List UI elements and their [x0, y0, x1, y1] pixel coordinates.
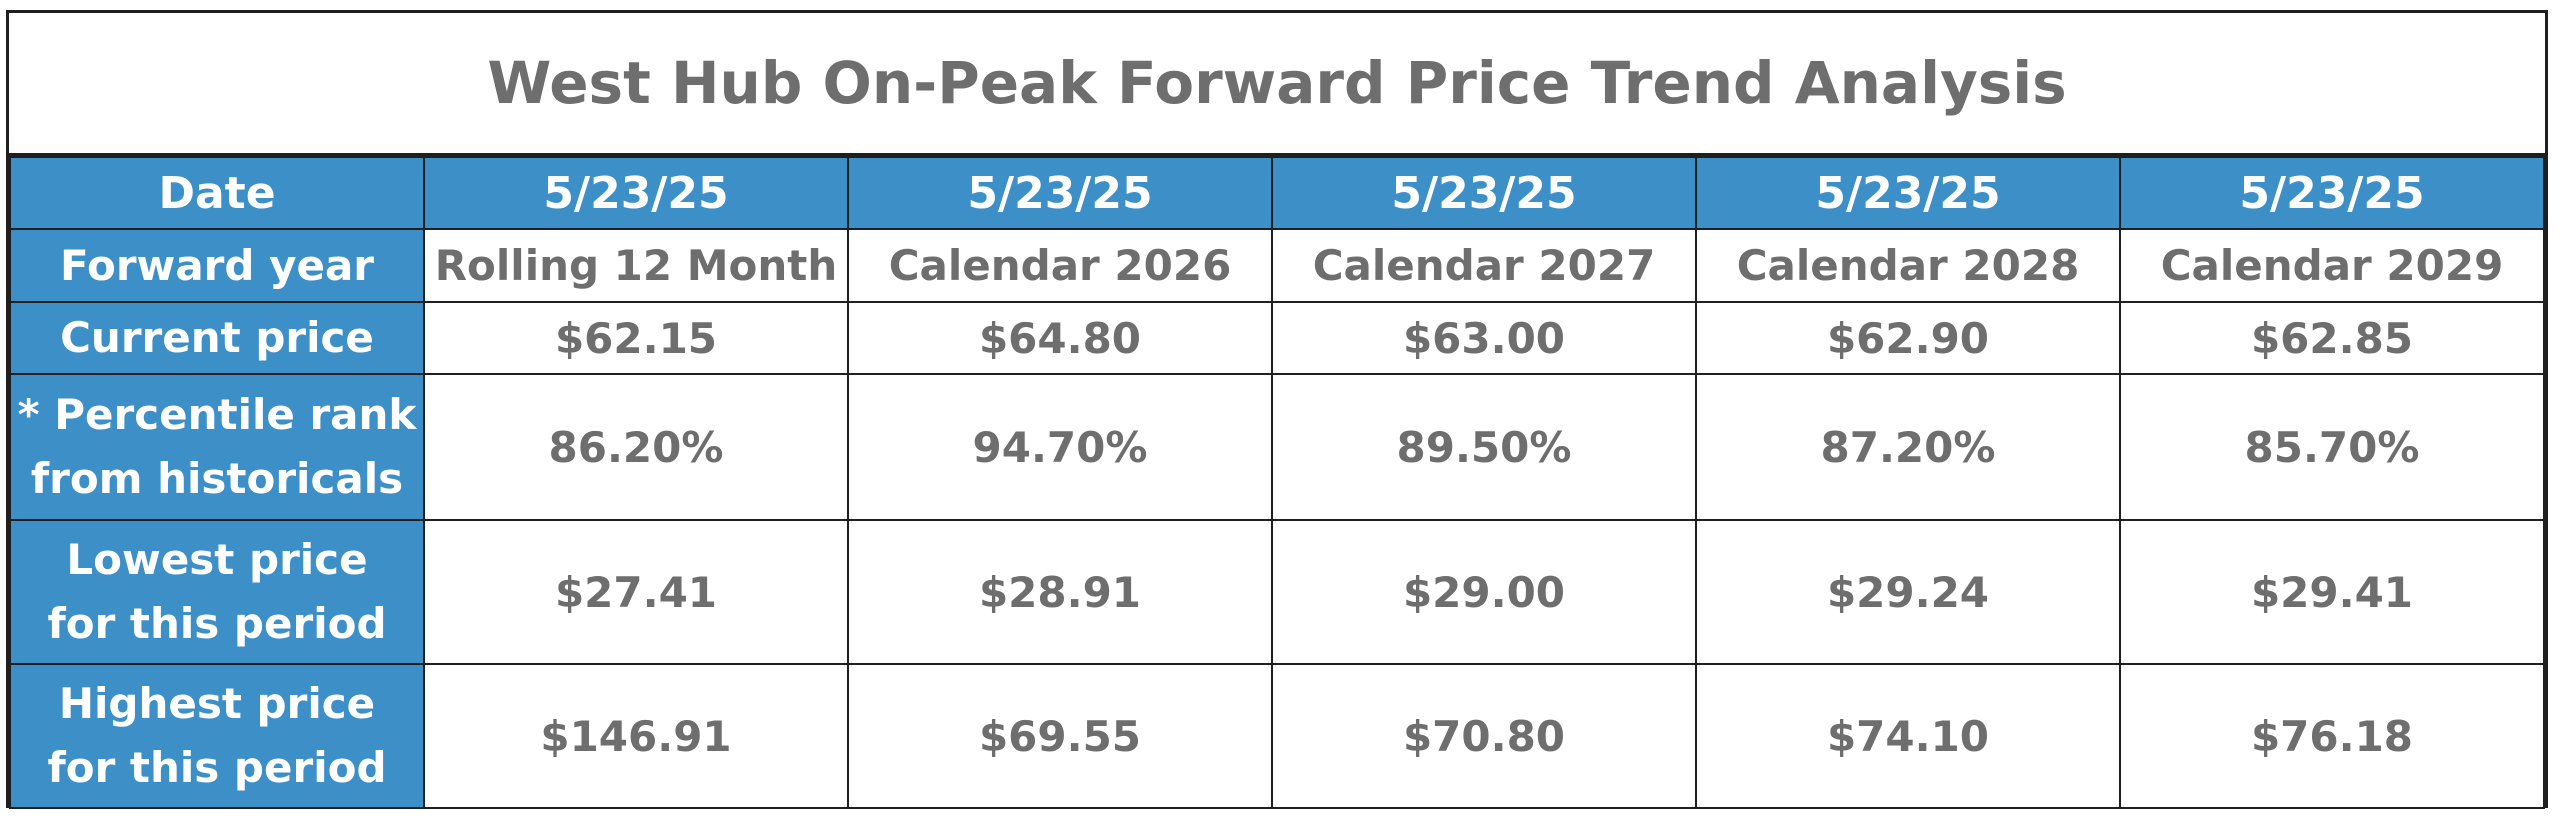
percentile-rank-row: * Percentile rank from historicals 86.20…: [9, 373, 2545, 521]
row-label-current-price: Current price: [9, 301, 425, 375]
highest-price-cell: $76.18: [2119, 663, 2545, 809]
current-price-cell: $62.85: [2119, 301, 2545, 375]
current-price-cell: $63.00: [1271, 301, 1697, 375]
date-cell: 5/23/25: [2119, 156, 2545, 230]
row-label-date: Date: [9, 156, 425, 230]
row-label-forward-year: Forward year: [9, 228, 425, 303]
lowest-price-cell: $29.41: [2119, 519, 2545, 665]
forward-year-cell: Calendar 2028: [1695, 228, 2121, 303]
forward-year-cell: Rolling 12 Month: [423, 228, 849, 303]
table-title: West Hub On-Peak Forward Price Trend Ana…: [9, 13, 2545, 156]
forward-price-table: Date 5/23/25 5/23/25 5/23/25 5/23/25 5/2…: [9, 156, 2545, 809]
lowest-price-row: Lowest price for this period $27.41 $28.…: [9, 519, 2545, 665]
price-trend-table-panel: West Hub On-Peak Forward Price Trend Ana…: [6, 10, 2548, 809]
highest-price-cell: $146.91: [423, 663, 849, 809]
forward-year-row: Forward year Rolling 12 Month Calendar 2…: [9, 228, 2545, 303]
percentile-rank-cell: 87.20%: [1695, 373, 2121, 521]
date-cell: 5/23/25: [1271, 156, 1697, 230]
highest-price-cell: $70.80: [1271, 663, 1697, 809]
forward-year-cell: Calendar 2027: [1271, 228, 1697, 303]
forward-year-cell: Calendar 2029: [2119, 228, 2545, 303]
current-price-cell: $64.80: [847, 301, 1273, 375]
row-label-line: for this period: [47, 743, 387, 792]
row-label-line: Highest price: [58, 679, 376, 728]
percentile-rank-cell: 94.70%: [847, 373, 1273, 521]
lowest-price-cell: $27.41: [423, 519, 849, 665]
row-label-line: Lowest price: [66, 535, 368, 584]
current-price-row: Current price $62.15 $64.80 $63.00 $62.9…: [9, 301, 2545, 375]
highest-price-cell: $74.10: [1695, 663, 2121, 809]
date-row: Date 5/23/25 5/23/25 5/23/25 5/23/25 5/2…: [9, 156, 2545, 230]
row-label-line: for this period: [47, 599, 387, 648]
row-label-lowest-price: Lowest price for this period: [9, 519, 425, 665]
highest-price-row: Highest price for this period $146.91 $6…: [9, 663, 2545, 809]
row-label-percentile-rank: * Percentile rank from historicals: [9, 373, 425, 521]
date-cell: 5/23/25: [847, 156, 1273, 230]
row-label-line: * Percentile rank: [17, 390, 417, 439]
percentile-rank-cell: 89.50%: [1271, 373, 1697, 521]
current-price-cell: $62.90: [1695, 301, 2121, 375]
row-label-line: from historicals: [30, 454, 404, 503]
lowest-price-cell: $29.24: [1695, 519, 2121, 665]
date-cell: 5/23/25: [423, 156, 849, 230]
highest-price-cell: $69.55: [847, 663, 1273, 809]
row-label-highest-price: Highest price for this period: [9, 663, 425, 809]
lowest-price-cell: $29.00: [1271, 519, 1697, 665]
lowest-price-cell: $28.91: [847, 519, 1273, 665]
forward-year-cell: Calendar 2026: [847, 228, 1273, 303]
percentile-rank-cell: 85.70%: [2119, 373, 2545, 521]
percentile-rank-cell: 86.20%: [423, 373, 849, 521]
current-price-cell: $62.15: [423, 301, 849, 375]
date-cell: 5/23/25: [1695, 156, 2121, 230]
